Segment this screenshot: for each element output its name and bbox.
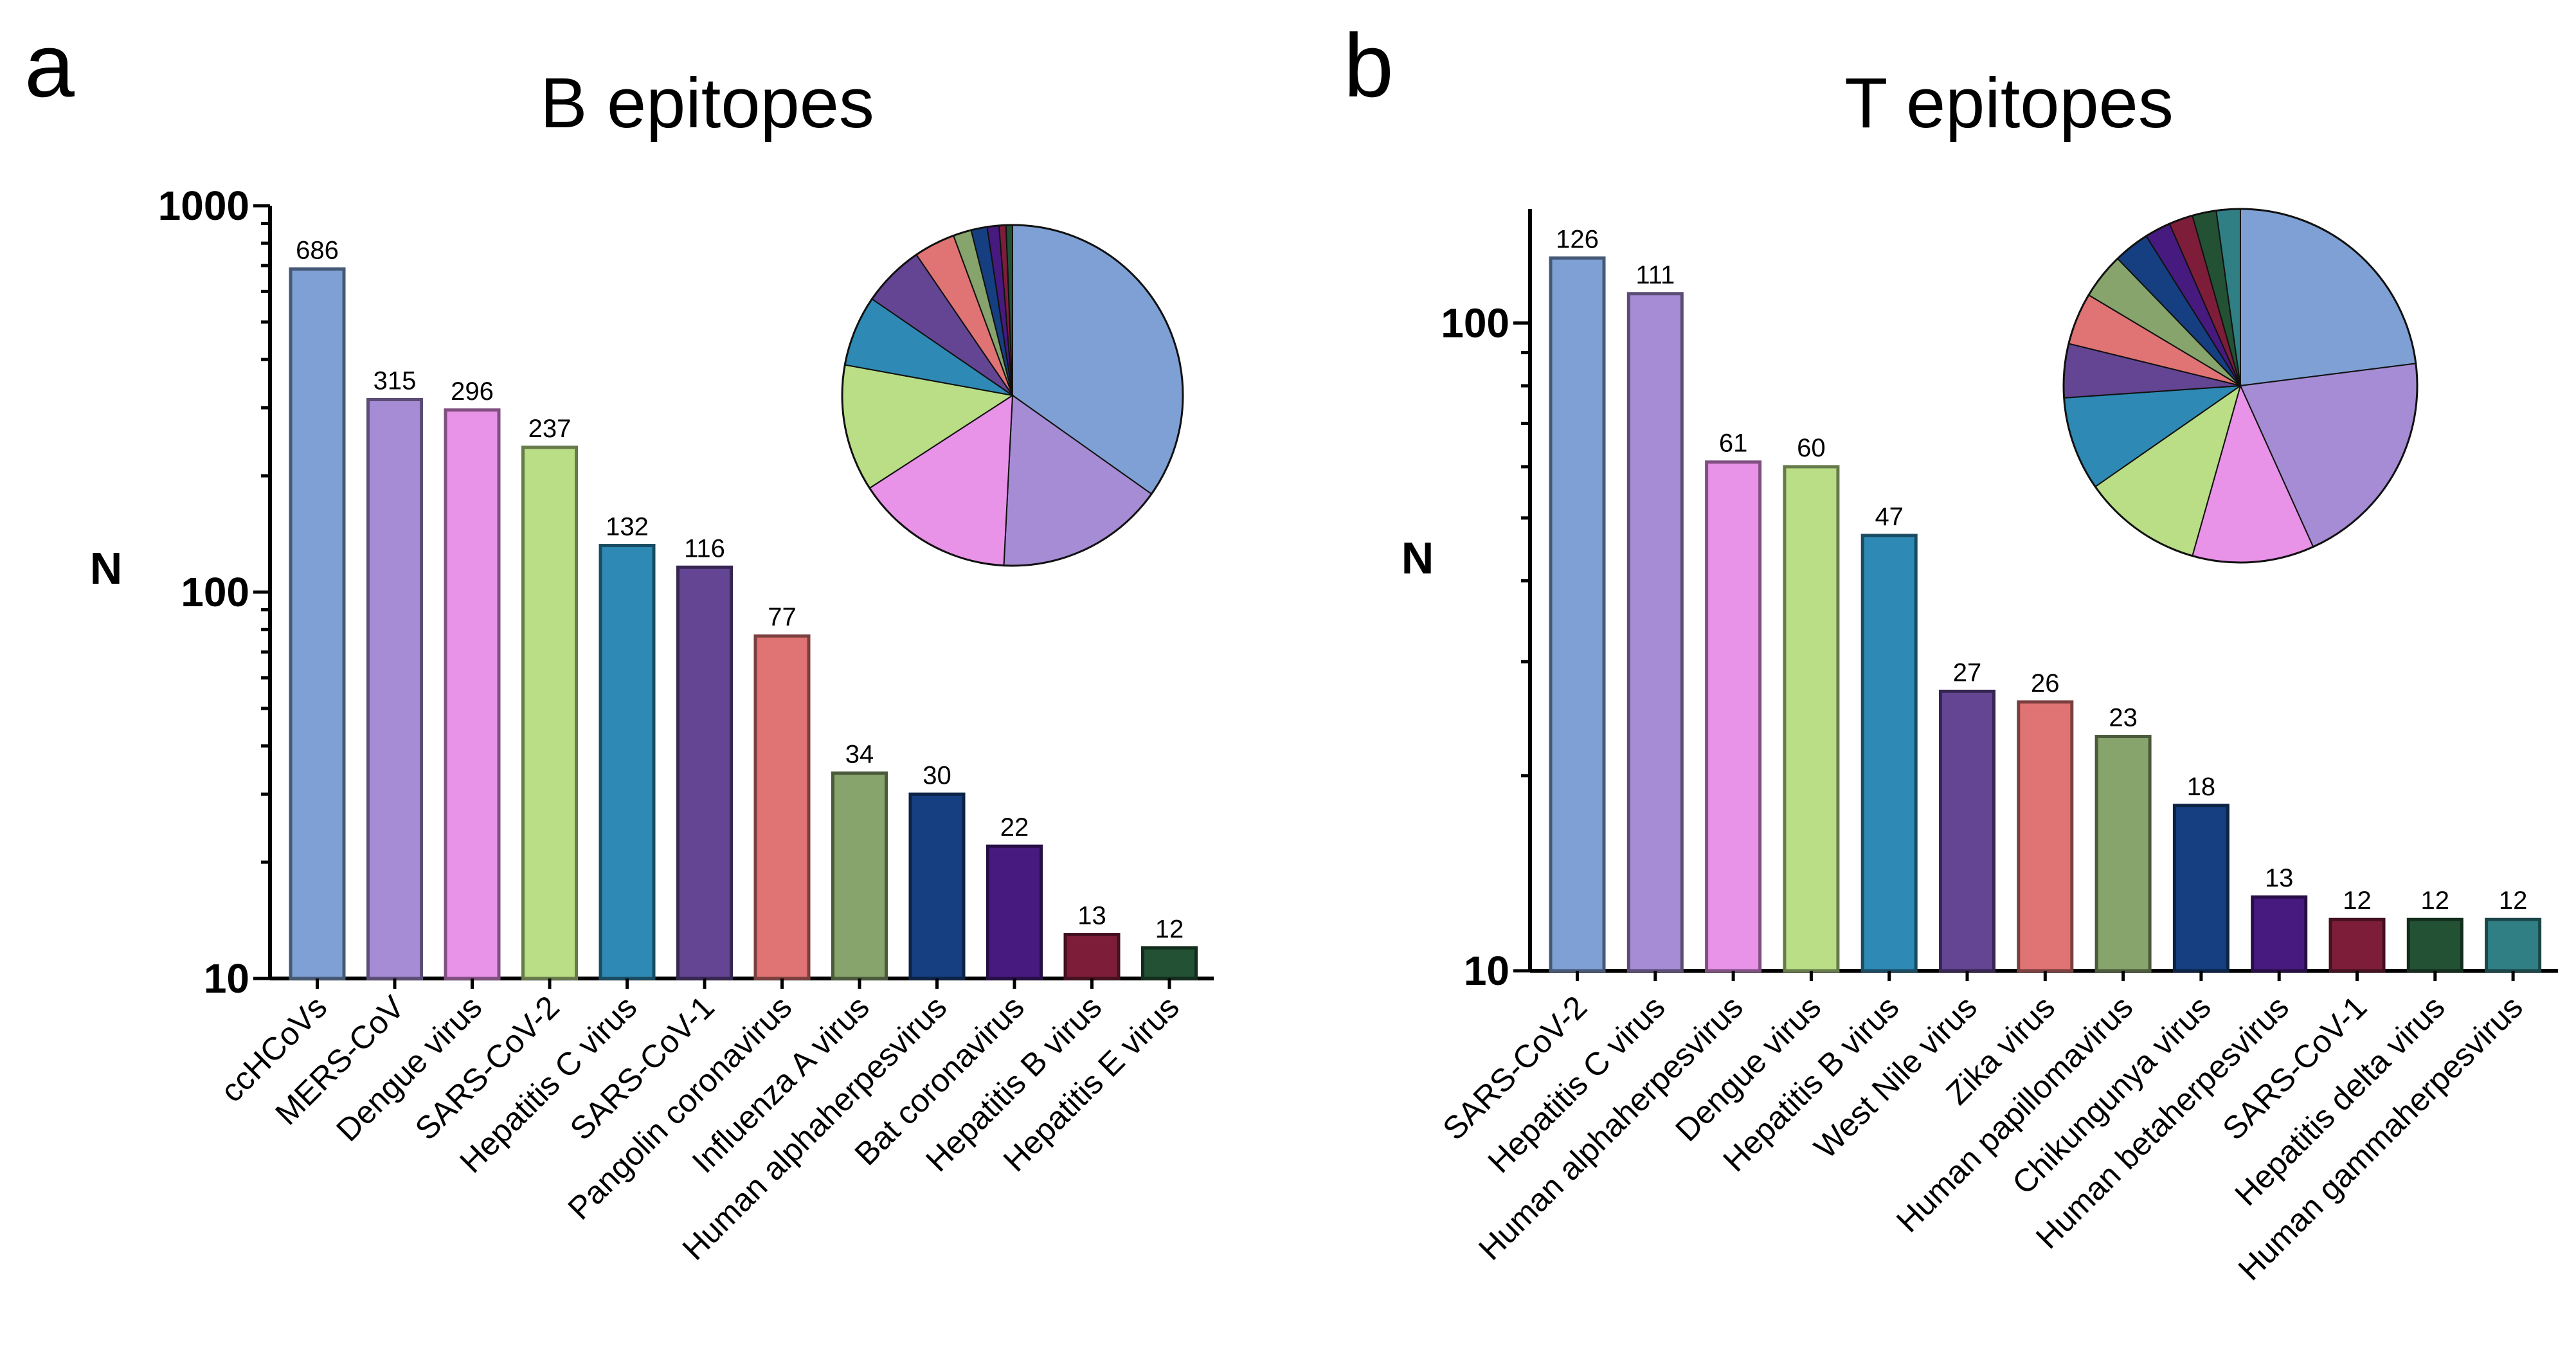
panel-b-bar-human-alphaherpesvirus (1705, 460, 1762, 973)
panel-b-data-label: 126 (1556, 225, 1599, 253)
panel-b-y-tick-label: 10 (1464, 948, 1509, 994)
panel-a-data-label: 132 (606, 513, 649, 541)
panel-b-data-label: 23 (2109, 704, 2138, 732)
panel-b-data-label: 12 (2343, 887, 2372, 915)
panel-a-bar-hepatitis-b-virus (1063, 933, 1121, 980)
panel-b-data-label: 60 (1797, 434, 1826, 462)
panel-a-bar-hepatitis-c-virus (599, 544, 656, 980)
panel-a-data-label: 296 (451, 377, 494, 406)
panel-a-bar-bat-coronavirus (986, 844, 1043, 980)
panel-b-data-label: 13 (2265, 864, 2294, 892)
panel-a-bar-cchcovs (289, 267, 346, 980)
panel-b-bar-human-betaherpesvirus (2251, 895, 2308, 973)
panel-b-data-label: 12 (2499, 887, 2528, 915)
panel-a-y-tick-label: 10 (204, 955, 249, 1002)
panel-a-data-label: 30 (923, 761, 951, 789)
panel-b-data-label: 47 (1875, 503, 1904, 531)
panel-a-letter: a (24, 15, 75, 116)
panel-a-bar-human-alphaherpesvirus (908, 792, 966, 980)
panel-b-letter: b (1344, 15, 1394, 116)
panel-b-bar-human-papillomavirus (2094, 735, 2152, 973)
panel-a-data-label: 686 (296, 236, 339, 264)
panel-a-bar-pangolin-coronavirus (753, 634, 811, 980)
panel-a-bar-sars-cov-1 (676, 565, 733, 980)
panel-b-bar-sars-cov-2 (1549, 256, 1606, 973)
panel-b-bar-hepatitis-c-virus (1626, 292, 1684, 973)
panel-a-pie-outline (841, 224, 1184, 567)
panel-b-bar-sars-cov-1 (2328, 917, 2386, 973)
panel-b-bar-chikungunya-virus (2172, 804, 2229, 973)
panel-b-data-label: 26 (2031, 669, 2060, 698)
panel-a-data-label: 12 (1155, 915, 1184, 943)
panel-a-data-label: 77 (768, 603, 797, 631)
panel-b-data-label: 61 (1719, 429, 1748, 458)
panel-b-y-tick-label: 100 (1441, 300, 1509, 346)
panel-b-pie-outline (2062, 208, 2418, 564)
panel-b-data-label: 18 (2187, 773, 2216, 801)
panel-b-pie-slice-sars-cov-2 (2240, 208, 2417, 387)
panel-a-data-label: 237 (528, 415, 572, 443)
panel-a-y-tick-label: 1000 (158, 183, 249, 229)
panel-a-data-label: 22 (1000, 813, 1029, 842)
panel-a-title: B epitopes (540, 64, 874, 143)
panel-a-data-label: 116 (684, 534, 725, 563)
panel-a-bar-hepatitis-e-virus (1141, 946, 1198, 980)
panel-a-y-axis-label: N (90, 543, 123, 593)
panel-b-data-label: 12 (2421, 887, 2450, 915)
panel-b-bar-zika-virus (2017, 700, 2074, 973)
panel-b-bar-dengue-virus (1783, 465, 1840, 973)
panel-a-bar-influenza-a-virus (831, 771, 888, 980)
panel-a-bar-mers-cov (366, 398, 423, 980)
panel-b-bar-west-nile-virus (1939, 689, 1995, 973)
panel-b-bar-hepatitis-b-virus (1860, 534, 1918, 973)
panel-b-data-label: 111 (1635, 261, 1675, 289)
panel-a-data-label: 34 (845, 741, 874, 769)
panel-a-y-tick-label: 100 (181, 569, 249, 615)
panel-b-data-label: 27 (1953, 658, 1982, 687)
panel-b-title: T epitopes (1844, 64, 2174, 143)
panel-a-bar-sars-cov-2 (521, 446, 578, 980)
panel-a-bar-dengue-virus (444, 408, 501, 980)
panel-b-bar-hepatitis-delta-virus (2406, 917, 2463, 973)
panel-b-y-axis-label: N (1401, 533, 1434, 583)
panel-b-bar-human-gammaherpesvirus (2485, 917, 2542, 973)
panel-a-data-label: 315 (374, 367, 417, 395)
panel-a-data-label: 13 (1077, 902, 1106, 930)
